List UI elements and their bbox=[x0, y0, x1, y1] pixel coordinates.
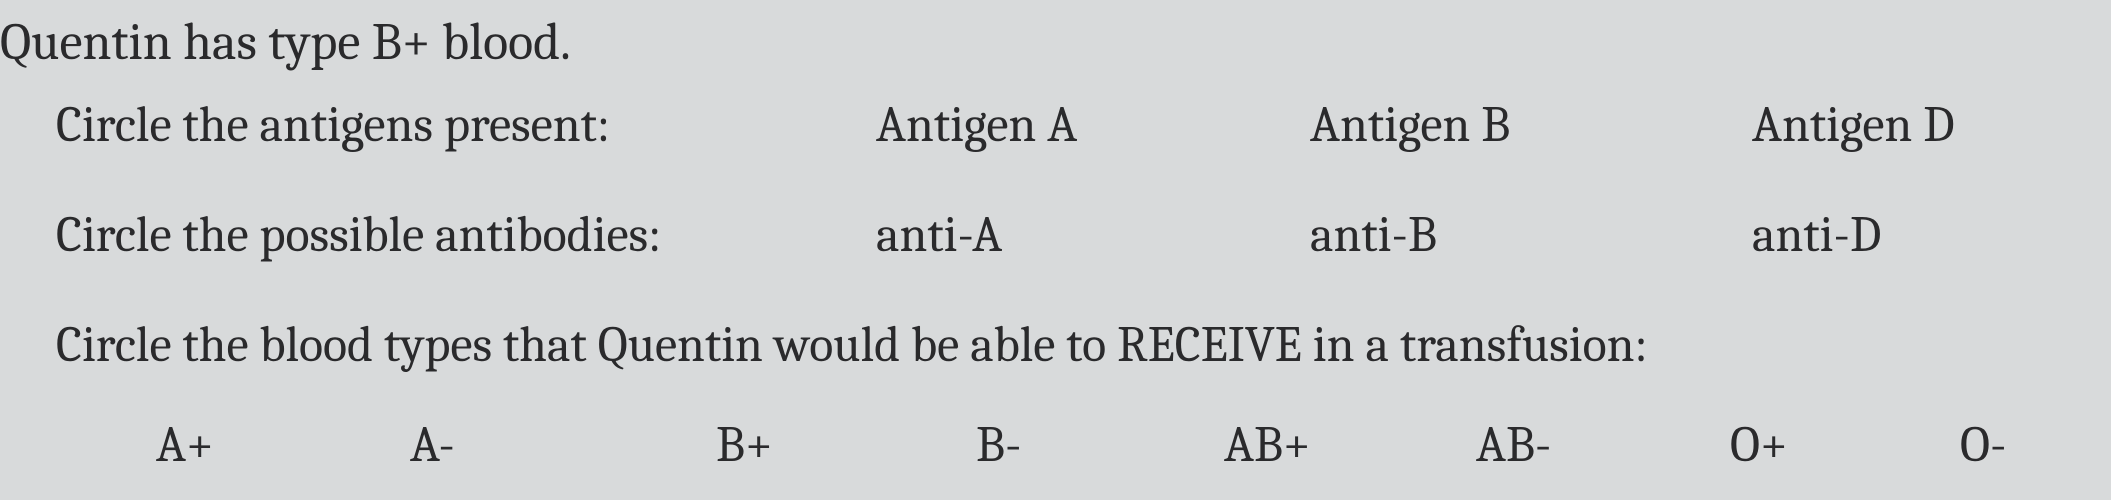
antigen-option-b[interactable]: Antigen B bbox=[1310, 96, 1510, 154]
bloodtype-option-ab-neg[interactable]: AB- bbox=[1476, 416, 1551, 474]
antigen-option-a[interactable]: Antigen A bbox=[876, 96, 1077, 154]
bloodtype-option-o-pos[interactable]: O+ bbox=[1730, 416, 1788, 474]
question-header: Quentin has type B+ blood. bbox=[0, 12, 571, 72]
bloodtype-option-a-pos[interactable]: A+ bbox=[156, 416, 214, 474]
antibody-option-d[interactable]: anti-D bbox=[1752, 206, 1881, 264]
bloodtype-option-ab-pos[interactable]: AB+ bbox=[1224, 416, 1311, 474]
bloodtype-option-b-pos[interactable]: B+ bbox=[716, 416, 773, 474]
bloodtype-option-b-neg[interactable]: B- bbox=[976, 416, 1021, 474]
worksheet-page: Quentin has type B+ blood. Circle the an… bbox=[0, 0, 2111, 500]
antibody-option-a[interactable]: anti-A bbox=[876, 206, 1002, 264]
antigen-option-d[interactable]: Antigen D bbox=[1752, 96, 1955, 154]
transfusion-prompt: Circle the blood types that Quentin woul… bbox=[56, 316, 1648, 374]
bloodtype-option-o-neg[interactable]: O- bbox=[1960, 416, 2006, 474]
antibody-option-b[interactable]: anti-B bbox=[1310, 206, 1437, 264]
antigens-prompt: Circle the antigens present: bbox=[56, 96, 610, 154]
antibodies-prompt: Circle the possible antibodies: bbox=[56, 206, 661, 264]
bloodtype-option-a-neg[interactable]: A- bbox=[410, 416, 455, 474]
